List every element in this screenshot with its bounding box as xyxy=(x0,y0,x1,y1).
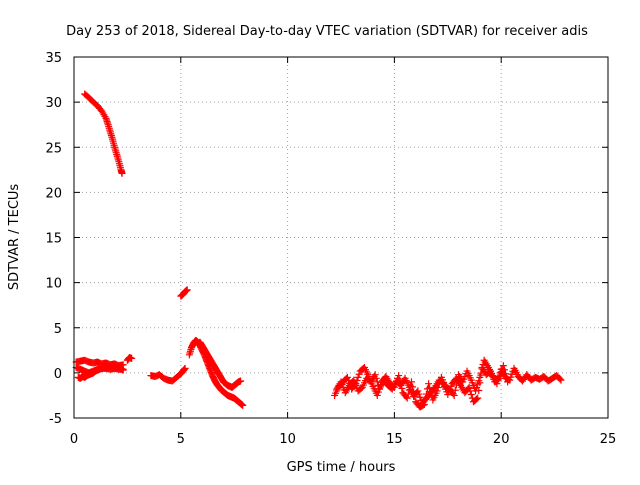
data-point xyxy=(355,370,363,378)
data-point xyxy=(465,383,473,391)
y-tick-labels: -5 0 5 10 15 20 25 30 35 xyxy=(45,51,62,427)
data-point xyxy=(416,393,424,401)
data-point xyxy=(466,387,474,395)
plot-frame xyxy=(73,56,609,419)
data-point xyxy=(451,386,459,394)
data-point xyxy=(414,387,422,395)
data-point xyxy=(395,372,403,380)
chart-title: Day 253 of 2018, Sidereal Day-to-day VTE… xyxy=(66,24,588,39)
x-tick-label: 5 xyxy=(177,432,185,447)
y-tick-label: 5 xyxy=(54,322,62,337)
data-point xyxy=(181,364,189,372)
y-axis-label: SDTVAR / TECUs xyxy=(7,184,22,291)
x-tick-label: 0 xyxy=(70,432,78,447)
x-tick-label: 15 xyxy=(386,432,403,447)
data-points xyxy=(72,90,565,411)
data-point xyxy=(183,286,191,294)
y-tick-label: -5 xyxy=(49,412,62,427)
data-point xyxy=(438,379,446,387)
data-point xyxy=(119,366,127,374)
x-axis-label: GPS time / hours xyxy=(287,460,396,475)
data-point xyxy=(128,354,136,362)
data-point xyxy=(450,391,458,399)
data-point xyxy=(556,375,564,383)
data-point xyxy=(501,370,509,378)
y-tick-label: 10 xyxy=(45,277,62,292)
data-point xyxy=(496,371,504,379)
data-point xyxy=(557,376,565,384)
x-tick-label: 20 xyxy=(493,432,510,447)
x-tick-label: 10 xyxy=(279,432,296,447)
data-point xyxy=(371,371,379,379)
data-point xyxy=(449,390,457,398)
x-tick-label: 25 xyxy=(600,432,617,447)
data-point xyxy=(407,378,415,386)
data-point xyxy=(495,374,503,382)
data-point xyxy=(475,386,483,394)
data-point xyxy=(372,374,380,382)
data-point xyxy=(403,394,411,402)
data-point xyxy=(118,169,126,177)
data-point xyxy=(503,374,511,382)
y-tick-label: 35 xyxy=(45,51,62,66)
y-tick-label: 25 xyxy=(45,141,62,156)
y-tick-label: 15 xyxy=(45,232,62,247)
data-point xyxy=(373,391,381,399)
data-point xyxy=(504,378,512,386)
data-point xyxy=(494,375,502,383)
data-point xyxy=(415,390,423,398)
x-tick-labels: 0 5 10 15 20 25 xyxy=(70,432,616,447)
data-point xyxy=(499,362,507,370)
y-tick-label: 30 xyxy=(45,96,62,111)
data-point xyxy=(354,373,362,381)
grid-lines xyxy=(74,57,608,418)
y-tick-label: 20 xyxy=(45,186,62,201)
y-tick-label: 0 xyxy=(54,367,62,382)
data-point xyxy=(474,394,482,402)
data-point xyxy=(239,401,247,409)
data-point xyxy=(476,379,484,387)
data-point xyxy=(473,395,481,403)
data-point xyxy=(425,380,433,388)
data-point xyxy=(500,366,508,374)
data-point xyxy=(467,391,475,399)
data-point xyxy=(237,377,245,385)
